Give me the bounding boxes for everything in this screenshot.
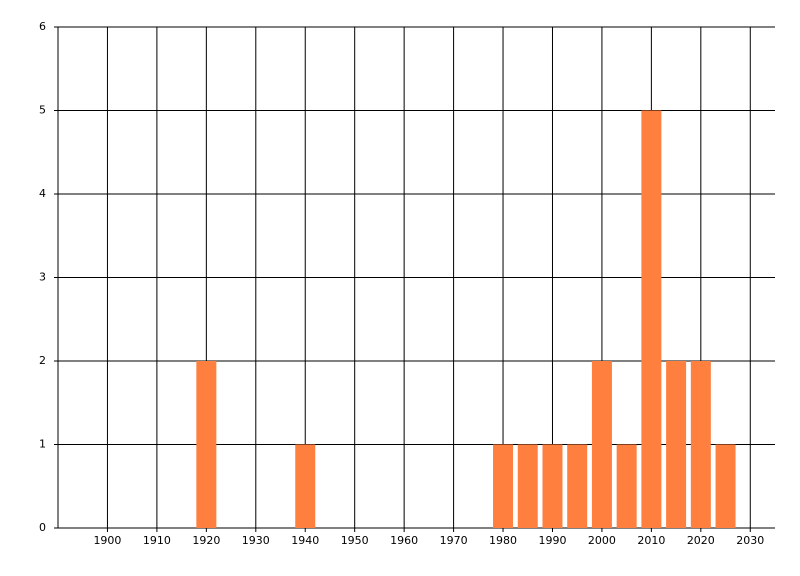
- x-tick-label: 1930: [242, 534, 270, 547]
- bar: [591, 361, 612, 528]
- bar: [641, 110, 662, 528]
- bar: [690, 361, 711, 528]
- x-tick-label: 2010: [637, 534, 665, 547]
- x-tick-label: 1970: [440, 534, 468, 547]
- x-tick-label: 1990: [538, 534, 566, 547]
- y-tick-label: 5: [39, 104, 46, 117]
- bar: [517, 444, 538, 528]
- bar: [493, 444, 514, 528]
- bar: [715, 444, 736, 528]
- y-tick-label: 6: [39, 20, 46, 33]
- x-tick-label: 1900: [93, 534, 121, 547]
- y-tick-label: 3: [39, 271, 46, 284]
- x-tick-label: 1920: [192, 534, 220, 547]
- bar: [567, 444, 588, 528]
- bar: [295, 444, 316, 528]
- bar: [196, 361, 217, 528]
- x-tick-label: 2020: [687, 534, 715, 547]
- bar: [666, 361, 687, 528]
- y-tick-label: 4: [39, 187, 46, 200]
- x-tick-label: 2030: [736, 534, 764, 547]
- y-tick-label: 1: [39, 438, 46, 451]
- bar: [542, 444, 563, 528]
- x-tick-label: 1950: [341, 534, 369, 547]
- x-tick-label: 1910: [143, 534, 171, 547]
- x-tick-label: 1960: [390, 534, 418, 547]
- x-tick-label: 1980: [489, 534, 517, 547]
- bar: [616, 444, 637, 528]
- y-tick-label: 2: [39, 354, 46, 367]
- x-tick-label: 1940: [291, 534, 319, 547]
- x-tick-label: 2000: [588, 534, 616, 547]
- y-tick-label: 0: [39, 521, 46, 534]
